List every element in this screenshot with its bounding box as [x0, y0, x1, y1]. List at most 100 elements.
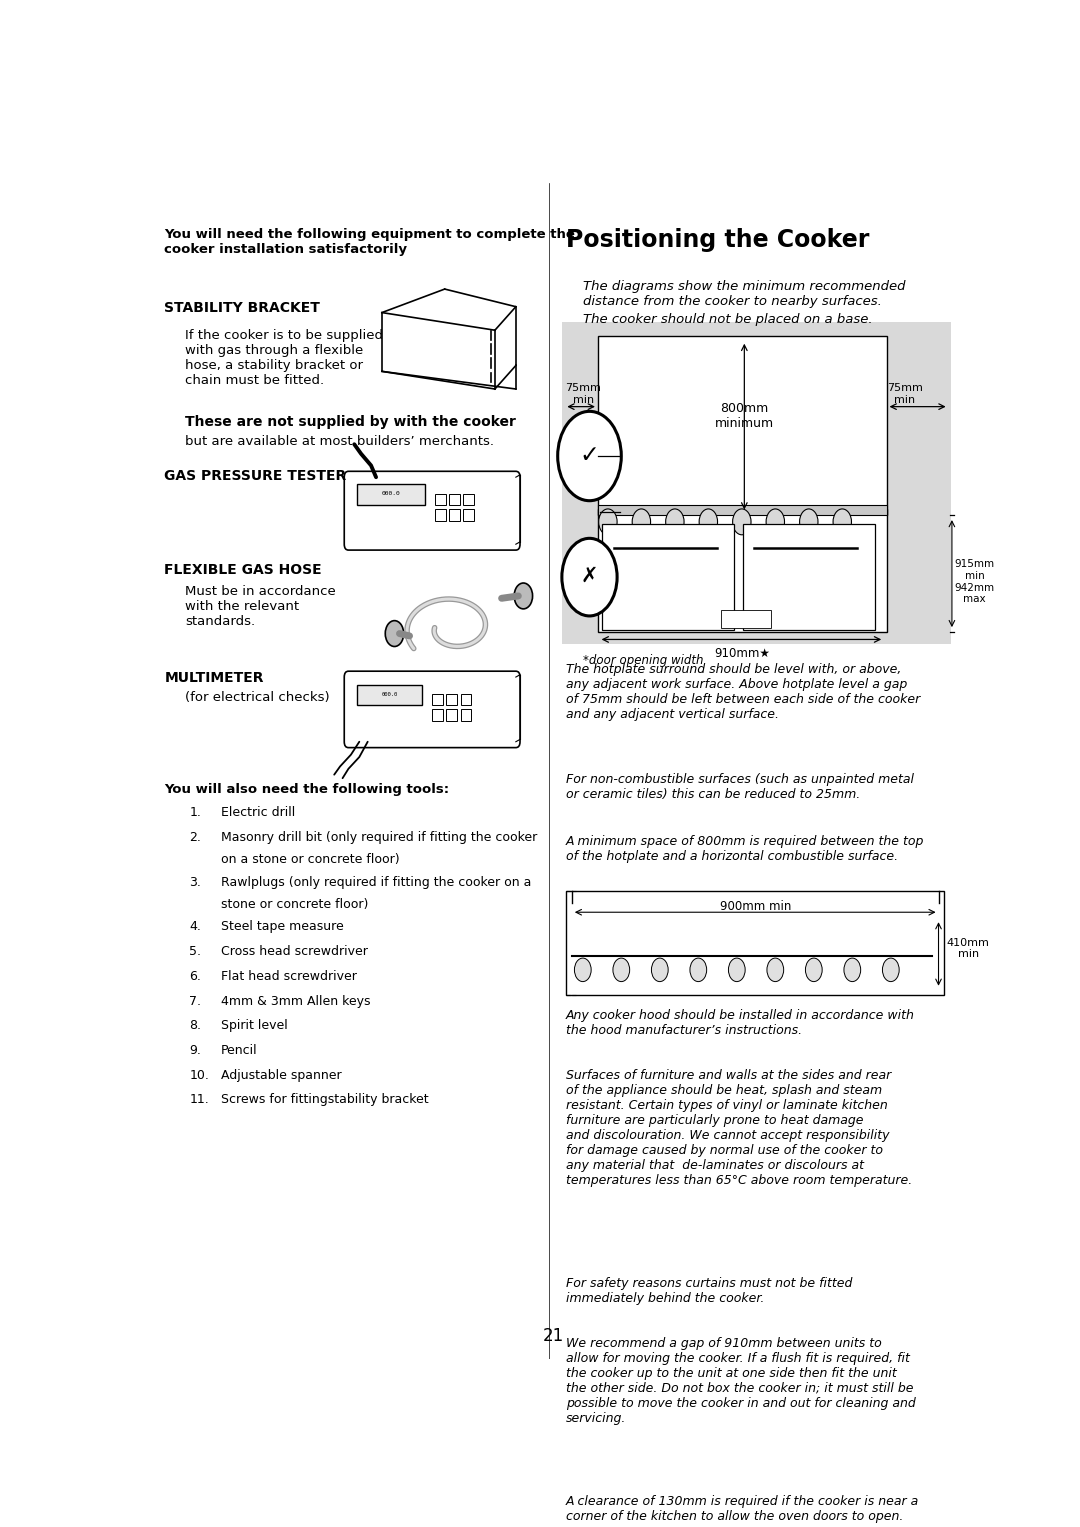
- Text: Must be in accordance
with the relevant
standards.: Must be in accordance with the relevant …: [186, 585, 336, 628]
- Circle shape: [882, 957, 900, 982]
- Circle shape: [833, 508, 851, 534]
- Text: MULTIMETER: MULTIMETER: [164, 672, 264, 686]
- Bar: [432, 709, 443, 721]
- Text: Spirit level: Spirit level: [221, 1019, 288, 1032]
- Text: Rawlplugs (only required if fitting the cooker on a: Rawlplugs (only required if fitting the …: [221, 876, 531, 889]
- Bar: [356, 686, 422, 705]
- Bar: [566, 892, 944, 994]
- Bar: [434, 493, 446, 505]
- Text: Electric drill: Electric drill: [221, 806, 296, 820]
- Text: 7.: 7.: [189, 994, 201, 1008]
- Text: Flat head screwdriver: Flat head screwdriver: [221, 970, 357, 983]
- Text: For safety reasons curtains must not be fitted
immediately behind the cooker.: For safety reasons curtains must not be …: [566, 1277, 852, 1304]
- Circle shape: [690, 957, 706, 982]
- Bar: [598, 508, 887, 632]
- Bar: [460, 709, 472, 721]
- Bar: [434, 508, 446, 521]
- Circle shape: [843, 957, 861, 982]
- Bar: [449, 493, 460, 505]
- Text: A clearance of 130mm is required if the cooker is near a
corner of the kitchen t: A clearance of 130mm is required if the …: [566, 1495, 919, 1524]
- Text: Adjustable spanner: Adjustable spanner: [221, 1069, 342, 1081]
- Circle shape: [732, 508, 751, 534]
- Bar: [463, 508, 474, 521]
- Text: 800mm
minimum: 800mm minimum: [715, 402, 774, 431]
- Circle shape: [598, 508, 617, 534]
- Text: You will also need the following tools:: You will also need the following tools:: [164, 783, 449, 796]
- FancyBboxPatch shape: [345, 672, 521, 748]
- Text: 4.: 4.: [189, 921, 201, 933]
- Text: The hotplate surround should be level with, or above,
any adjacent work surface.: The hotplate surround should be level wi…: [566, 663, 920, 721]
- Circle shape: [632, 508, 650, 534]
- Circle shape: [699, 508, 717, 534]
- Text: Any cooker hood should be installed in accordance with
the hood manufacturer’s i: Any cooker hood should be installed in a…: [566, 1009, 915, 1037]
- Text: 000.0: 000.0: [381, 692, 397, 698]
- Text: *door opening width: *door opening width: [583, 654, 703, 667]
- Text: 75mm
min: 75mm min: [887, 383, 923, 405]
- Text: 1.: 1.: [189, 806, 201, 820]
- Text: The cooker should not be placed on a base.: The cooker should not be placed on a bas…: [583, 313, 873, 325]
- Bar: [460, 693, 472, 705]
- Circle shape: [665, 508, 684, 534]
- Text: Pencil: Pencil: [221, 1044, 258, 1057]
- Circle shape: [766, 508, 784, 534]
- Circle shape: [767, 957, 784, 982]
- Circle shape: [562, 539, 617, 615]
- Text: Masonry drill bit (only required if fitting the cooker: Masonry drill bit (only required if fitt…: [221, 831, 538, 844]
- Bar: [449, 508, 460, 521]
- Text: STABILITY BRACKET: STABILITY BRACKET: [164, 301, 320, 315]
- Text: 910mm★: 910mm★: [714, 646, 770, 660]
- Text: ✗: ✗: [581, 567, 598, 586]
- Circle shape: [613, 957, 630, 982]
- Circle shape: [799, 508, 818, 534]
- Bar: [743, 524, 875, 631]
- Circle shape: [386, 620, 404, 646]
- Text: You will need the following equipment to complete the
cooker installation satisf: You will need the following equipment to…: [164, 228, 576, 257]
- Text: 900mm min: 900mm min: [719, 901, 791, 913]
- Text: Cross head screwdriver: Cross head screwdriver: [221, 945, 368, 957]
- Text: 4mm & 3mm Allen keys: 4mm & 3mm Allen keys: [221, 994, 370, 1008]
- Circle shape: [651, 957, 669, 982]
- Text: (for electrical checks): (for electrical checks): [186, 692, 329, 704]
- Text: 10.: 10.: [189, 1069, 210, 1081]
- Text: stone or concrete floor): stone or concrete floor): [221, 898, 368, 912]
- Text: 915mm
min
942mm
max: 915mm min 942mm max: [955, 559, 995, 605]
- Circle shape: [514, 583, 532, 609]
- Bar: [598, 336, 887, 515]
- Text: but are available at most builders’ merchants.: but are available at most builders’ merc…: [186, 435, 495, 447]
- Bar: [463, 493, 474, 505]
- Text: If the cooker is to be supplied
with gas through a flexible
hose, a stability br: If the cooker is to be supplied with gas…: [186, 328, 383, 386]
- Text: 21: 21: [543, 1327, 564, 1345]
- Text: ✓: ✓: [580, 443, 599, 467]
- Text: We recommend a gap of 910mm between units to
allow for moving the cooker. If a f: We recommend a gap of 910mm between unit…: [566, 1336, 916, 1425]
- FancyBboxPatch shape: [345, 472, 521, 550]
- Text: GAS PRESSURE TESTER: GAS PRESSURE TESTER: [164, 469, 347, 483]
- Text: on a stone or concrete floor): on a stone or concrete floor): [221, 854, 400, 866]
- Circle shape: [806, 957, 822, 982]
- Text: These are not supplied by with the cooker: These are not supplied by with the cooke…: [186, 415, 516, 429]
- Text: FLEXIBLE GAS HOSE: FLEXIBLE GAS HOSE: [164, 563, 322, 577]
- Text: 8.: 8.: [189, 1019, 201, 1032]
- Text: 5.: 5.: [189, 945, 201, 957]
- Circle shape: [557, 411, 621, 501]
- Bar: [356, 484, 426, 505]
- Bar: [562, 322, 951, 644]
- Text: A minimum space of 800mm is required between the top
of the hotplate and a horiz: A minimum space of 800mm is required bet…: [566, 835, 924, 863]
- Text: Screws for fittingstability bracket: Screws for fittingstability bracket: [221, 1093, 429, 1106]
- Text: For non-combustible surfaces (such as unpainted metal
or ceramic tiles) this can: For non-combustible surfaces (such as un…: [566, 774, 914, 802]
- Text: 2.: 2.: [189, 831, 201, 844]
- Bar: [721, 611, 771, 628]
- Text: 410mm
min: 410mm min: [947, 938, 989, 959]
- Text: 75mm
min: 75mm min: [565, 383, 602, 405]
- Bar: [598, 505, 887, 515]
- Text: The diagrams show the minimum recommended
distance from the cooker to nearby sur: The diagrams show the minimum recommende…: [583, 279, 905, 307]
- Text: Positioning the Cooker: Positioning the Cooker: [566, 228, 869, 252]
- Bar: [446, 693, 457, 705]
- Text: 11.: 11.: [189, 1093, 210, 1106]
- Text: Steel tape measure: Steel tape measure: [221, 921, 343, 933]
- Circle shape: [728, 957, 745, 982]
- Text: 6.: 6.: [189, 970, 201, 983]
- Text: 9.: 9.: [189, 1044, 201, 1057]
- Bar: [432, 693, 443, 705]
- Bar: [446, 709, 457, 721]
- Circle shape: [575, 957, 591, 982]
